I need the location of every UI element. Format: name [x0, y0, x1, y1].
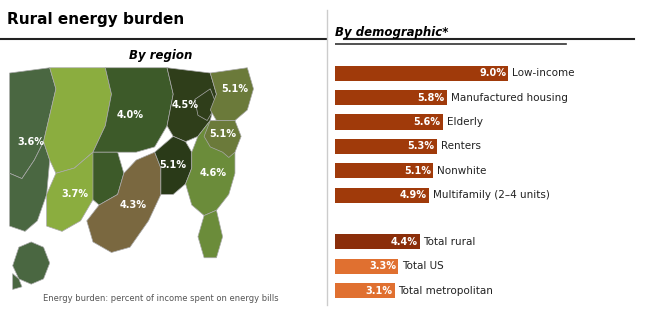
Polygon shape [204, 121, 241, 157]
Polygon shape [155, 136, 192, 194]
Text: 3.6%: 3.6% [18, 137, 45, 147]
Polygon shape [10, 68, 56, 179]
Text: 4.6%: 4.6% [200, 168, 227, 178]
Text: 5.1%: 5.1% [404, 166, 431, 176]
Text: Manufactured housing: Manufactured housing [450, 93, 567, 102]
Bar [335, 163, 433, 178]
Polygon shape [167, 68, 216, 142]
Polygon shape [198, 210, 222, 258]
Text: 5.1%: 5.1% [160, 160, 187, 170]
Polygon shape [93, 152, 124, 205]
Text: 3.3%: 3.3% [369, 261, 396, 271]
Text: Total US: Total US [402, 261, 444, 271]
Text: 4.4%: 4.4% [391, 237, 417, 247]
Text: By demographic*: By demographic* [335, 26, 448, 39]
Text: 5.1%: 5.1% [209, 129, 236, 139]
Text: Elderly: Elderly [447, 117, 483, 127]
Bar [335, 90, 447, 105]
Text: Total rural: Total rural [424, 237, 476, 247]
Polygon shape [13, 273, 22, 289]
Text: 3.7%: 3.7% [61, 190, 88, 199]
Polygon shape [13, 242, 49, 284]
Text: Nonwhite: Nonwhite [437, 166, 486, 176]
Polygon shape [211, 68, 254, 121]
Bar [335, 259, 398, 274]
Polygon shape [93, 68, 173, 152]
Text: Total metropolitan: Total metropolitan [398, 286, 493, 296]
Bar [335, 114, 443, 129]
Bar [335, 234, 420, 249]
Text: Rural energy burden: Rural energy burden [6, 11, 184, 27]
Text: Multifamily (2–4 units): Multifamily (2–4 units) [433, 190, 550, 200]
Text: 4.0%: 4.0% [116, 110, 144, 120]
Polygon shape [87, 152, 161, 252]
Bar [335, 188, 429, 203]
Text: 4.9%: 4.9% [400, 190, 427, 200]
Bar [335, 139, 437, 154]
Text: 5.1%: 5.1% [222, 84, 248, 94]
Bar [335, 66, 508, 81]
Text: 4.3%: 4.3% [120, 200, 147, 210]
Bar [335, 283, 395, 298]
Polygon shape [44, 68, 112, 173]
Polygon shape [195, 89, 216, 121]
Text: 9.0%: 9.0% [479, 68, 506, 78]
Text: 5.6%: 5.6% [413, 117, 441, 127]
Polygon shape [10, 142, 49, 232]
Polygon shape [47, 152, 99, 232]
Text: Renters: Renters [441, 142, 481, 151]
Text: Low-income: Low-income [512, 68, 575, 78]
Text: 5.3%: 5.3% [408, 142, 435, 151]
Text: 4.5%: 4.5% [172, 100, 199, 110]
Text: By region: By region [129, 49, 192, 62]
Text: 3.1%: 3.1% [365, 286, 392, 296]
Polygon shape [186, 121, 235, 216]
Text: Energy burden: percent of income spent on energy bills: Energy burden: percent of income spent o… [43, 294, 279, 303]
Text: 5.8%: 5.8% [417, 93, 445, 102]
